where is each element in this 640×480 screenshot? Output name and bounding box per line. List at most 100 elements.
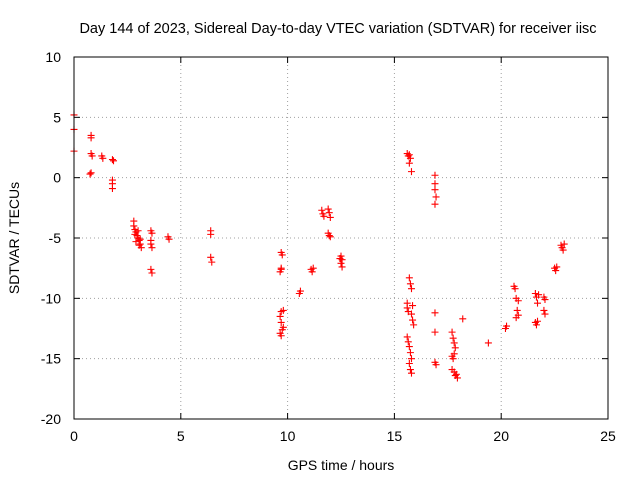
data-point bbox=[338, 263, 346, 271]
data-point bbox=[431, 309, 439, 317]
data-point bbox=[326, 233, 334, 241]
data-point bbox=[541, 296, 549, 304]
data-point bbox=[88, 152, 96, 160]
y-tick-label: -20 bbox=[41, 411, 61, 427]
data-points bbox=[70, 111, 568, 382]
data-point bbox=[325, 232, 333, 240]
data-point bbox=[431, 171, 439, 179]
data-point bbox=[108, 185, 116, 193]
data-point bbox=[432, 193, 440, 201]
data-point bbox=[407, 369, 415, 377]
data-point bbox=[541, 310, 549, 318]
data-point bbox=[207, 253, 215, 261]
data-point bbox=[277, 265, 285, 273]
data-point bbox=[279, 306, 287, 314]
data-point bbox=[534, 317, 542, 325]
data-point bbox=[405, 151, 413, 159]
data-point bbox=[484, 339, 492, 347]
data-point bbox=[337, 259, 345, 267]
data-point bbox=[405, 159, 413, 167]
data-point bbox=[279, 323, 287, 331]
x-tick-label: 20 bbox=[493, 428, 509, 444]
data-point bbox=[87, 134, 95, 142]
x-tick-label: 10 bbox=[280, 428, 296, 444]
chart-title: Day 144 of 2023, Sidereal Day-to-day VTE… bbox=[79, 21, 596, 37]
data-point bbox=[452, 370, 460, 378]
data-point bbox=[147, 240, 155, 248]
data-point bbox=[406, 349, 414, 357]
grid bbox=[74, 57, 608, 419]
data-point bbox=[326, 213, 334, 221]
data-point bbox=[86, 170, 94, 178]
data-point bbox=[405, 359, 413, 367]
data-point bbox=[531, 290, 539, 298]
data-point bbox=[309, 264, 317, 272]
data-point bbox=[134, 227, 142, 235]
data-point bbox=[406, 154, 414, 162]
data-point bbox=[407, 355, 415, 363]
data-point bbox=[165, 235, 173, 243]
data-point bbox=[451, 344, 459, 352]
data-point bbox=[535, 291, 543, 299]
data-point bbox=[131, 230, 139, 238]
x-tick-label: 0 bbox=[70, 428, 78, 444]
data-point bbox=[450, 339, 458, 347]
data-point bbox=[405, 274, 413, 282]
y-tick-label: -15 bbox=[41, 351, 61, 367]
data-point bbox=[87, 169, 95, 177]
data-point bbox=[540, 306, 548, 314]
data-point bbox=[324, 205, 332, 213]
data-point bbox=[559, 246, 567, 254]
data-point bbox=[318, 206, 326, 214]
y-tick-label: 10 bbox=[45, 49, 61, 65]
data-point bbox=[147, 265, 155, 273]
data-point bbox=[431, 200, 439, 208]
data-point bbox=[295, 290, 303, 298]
data-point bbox=[108, 156, 116, 164]
data-point bbox=[308, 268, 316, 276]
data-point bbox=[136, 235, 144, 243]
x-tick-label: 25 bbox=[600, 428, 616, 444]
x-tick-label: 15 bbox=[387, 428, 403, 444]
data-point bbox=[512, 314, 520, 322]
data-point bbox=[560, 240, 568, 248]
data-point bbox=[148, 229, 156, 237]
data-point bbox=[406, 280, 414, 288]
data-point bbox=[409, 302, 417, 310]
x-tick-label: 5 bbox=[177, 428, 185, 444]
data-point bbox=[431, 180, 439, 188]
data-point bbox=[409, 316, 417, 324]
data-point bbox=[148, 244, 156, 252]
data-point bbox=[130, 222, 138, 230]
y-tick-label: 5 bbox=[53, 109, 61, 125]
tick-labels: 0 5 10 15 20 25 -20 -15 -10 -5 0 5 10 bbox=[41, 49, 616, 444]
data-point bbox=[320, 212, 328, 220]
data-point bbox=[451, 372, 459, 380]
data-point bbox=[277, 332, 285, 340]
data-point bbox=[532, 321, 540, 329]
data-point bbox=[110, 157, 118, 165]
data-point bbox=[208, 258, 216, 266]
data-point bbox=[431, 186, 439, 194]
data-point bbox=[448, 328, 456, 336]
data-point bbox=[403, 333, 411, 341]
data-point bbox=[448, 352, 456, 360]
plot-frame bbox=[73, 56, 609, 420]
data-point bbox=[432, 361, 440, 369]
data-point bbox=[503, 322, 511, 330]
data-point bbox=[552, 267, 560, 275]
data-point bbox=[404, 338, 412, 346]
data-point bbox=[325, 209, 333, 217]
data-point bbox=[407, 310, 415, 318]
data-point bbox=[132, 238, 140, 246]
data-point bbox=[277, 318, 285, 326]
y-axis-label: SDTVAR / TECUs bbox=[6, 182, 22, 294]
data-point bbox=[449, 334, 457, 342]
data-point bbox=[336, 255, 344, 263]
data-point bbox=[406, 366, 414, 374]
data-point bbox=[207, 230, 215, 238]
data-point bbox=[407, 285, 415, 293]
y-tick-label: -10 bbox=[41, 290, 61, 306]
data-point bbox=[534, 299, 542, 307]
data-point bbox=[513, 306, 521, 314]
